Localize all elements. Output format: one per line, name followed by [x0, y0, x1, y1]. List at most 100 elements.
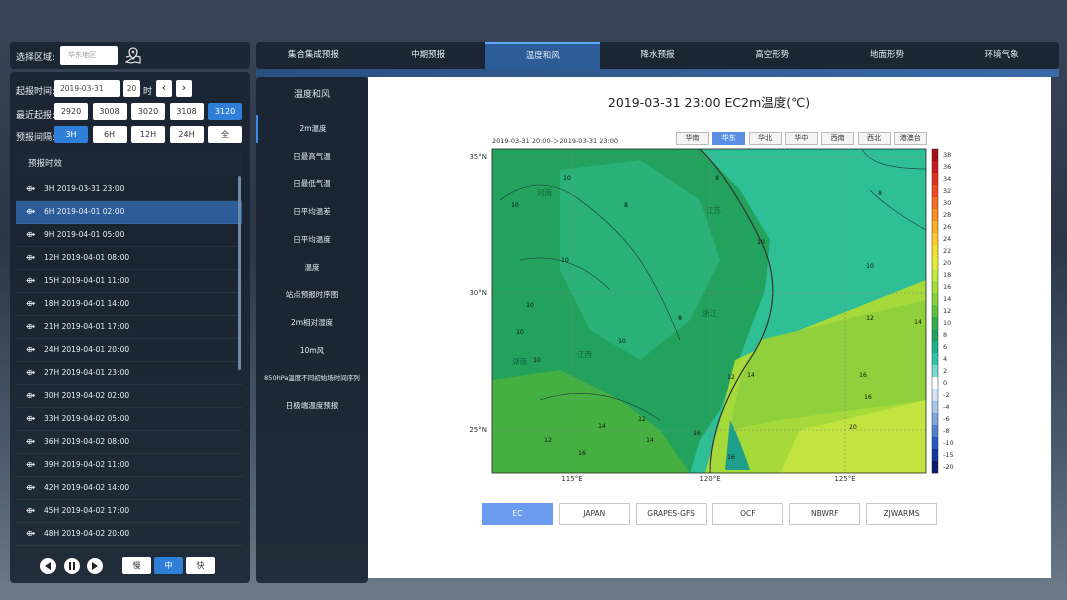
interval-button[interactable]: 6H: [92, 126, 127, 143]
forecast-item[interactable]: ⟴ 15H 2019-04-01 11:00: [16, 270, 242, 293]
colorbar-swatch: [932, 377, 938, 390]
forecast-item[interactable]: ⟴ 27H 2019-04-01 23:00: [16, 362, 242, 385]
menu-item[interactable]: 2m相对湿度: [290, 317, 334, 327]
tab[interactable]: 地面形势: [869, 50, 904, 60]
tab[interactable]: 集合集成预报: [287, 50, 339, 60]
next-button[interactable]: ›: [176, 80, 192, 97]
forecast-item[interactable]: ⟴ 6H 2019-04-01 02:00: [16, 201, 242, 224]
playback-controls: [40, 558, 103, 574]
interval-button[interactable]: 24H: [169, 126, 204, 143]
interval-button[interactable]: 12H: [131, 126, 165, 143]
rewind-button[interactable]: [40, 558, 56, 574]
forecast-item[interactable]: ⟴ 21H 2019-04-01 17:00: [16, 316, 242, 339]
colorbar-swatch: [932, 185, 938, 198]
hour-input[interactable]: 20: [123, 80, 140, 97]
colorbar-label: 22: [943, 247, 951, 255]
forecast-item[interactable]: ⟴ 42H 2019-04-02 14:00: [16, 477, 242, 500]
forward-button[interactable]: [87, 558, 103, 574]
place-label: 河南: [537, 187, 552, 197]
forecast-item[interactable]: ⟴ 9H 2019-04-01 05:00: [16, 224, 242, 247]
colorbar-swatch: [932, 161, 938, 174]
contour-label: 16: [578, 450, 586, 457]
run-button[interactable]: 2920: [54, 103, 88, 120]
interval-label: 预报间隔:: [16, 133, 56, 143]
contour-label: 16: [727, 454, 735, 461]
contour-label: 12: [727, 374, 735, 381]
item-text: 24H 2019-04-01 20:00: [44, 345, 130, 354]
forecast-item[interactable]: ⟴ 3H 2019-03-31 23:00: [16, 178, 242, 201]
map-field: [492, 149, 926, 473]
pause-button[interactable]: [64, 558, 80, 574]
interval-button[interactable]: 3H: [54, 126, 88, 143]
menu-item[interactable]: 850hPa温度不同初始场时间序列: [264, 374, 360, 383]
menu-item[interactable]: 温度: [304, 262, 320, 272]
menu-item[interactable]: 站点预报时序图: [285, 290, 339, 300]
tab[interactable]: 降水预报: [640, 50, 675, 60]
menu-item[interactable]: 2m温度: [256, 115, 368, 143]
tab[interactable]: 温度和风: [485, 42, 601, 70]
menu-item[interactable]: 10m风: [299, 345, 325, 355]
contour-label: 8: [624, 202, 628, 209]
colorbar-label: 32: [943, 187, 951, 195]
menu-item[interactable]: 日最低气温: [293, 179, 331, 189]
forecast-item[interactable]: ⟴ 48H 2019-04-02 20:00: [16, 523, 242, 546]
forecast-item[interactable]: ⟴ 39H 2019-04-02 11:00: [16, 454, 242, 477]
tab[interactable]: 中期预报: [411, 50, 446, 60]
menu-title: 温度和风: [293, 90, 330, 100]
colorbar-label: -10: [943, 439, 954, 447]
colorbar-swatch: [932, 425, 938, 438]
lat-label: 30°N: [469, 289, 487, 297]
item-text: 15H 2019-04-01 11:00: [44, 276, 130, 285]
item-icon: ⟴: [26, 207, 36, 216]
speed-button[interactable]: 中: [154, 557, 183, 574]
region-select[interactable]: 华东地区: [60, 46, 118, 65]
list-header: 预报时效: [16, 153, 242, 175]
item-text: 33H 2019-04-02 05:00: [44, 414, 130, 423]
item-text: 48H 2019-04-02 20:00: [44, 529, 130, 538]
region-bar: 选择区域: 华东地区: [10, 42, 250, 69]
tab[interactable]: 环境气象: [984, 50, 1019, 60]
chart-title: 2019-03-31 23:00 EC2m温度(℃): [608, 95, 810, 110]
recent-label: 最近起报:: [16, 111, 56, 121]
scrollbar[interactable]: [238, 176, 241, 370]
item-text: 45H 2019-04-02 17:00: [44, 506, 130, 515]
run-button[interactable]: 3108: [169, 103, 204, 120]
run-button[interactable]: 3020: [131, 103, 165, 120]
menu-item[interactable]: 日最高气温: [293, 151, 331, 161]
menu-item[interactable]: 日极端温度预报: [285, 401, 339, 410]
forecast-item[interactable]: ⟴ 24H 2019-04-01 20:00: [16, 339, 242, 362]
prev-button[interactable]: ‹: [156, 80, 172, 97]
speed-button[interactable]: 快: [186, 557, 215, 574]
map-icon[interactable]: [125, 47, 141, 64]
colorbar-swatch: [932, 173, 938, 186]
run-button[interactable]: 3120: [208, 103, 242, 120]
lat-label: 25°N: [469, 426, 487, 434]
forecast-item[interactable]: ⟴ 12H 2019-04-01 08:00: [16, 247, 242, 270]
menu-item[interactable]: 日平均温差: [293, 207, 331, 217]
colorbar-swatch: [932, 461, 938, 474]
contour-label: 10: [618, 338, 626, 345]
forecast-item[interactable]: ⟴ 33H 2019-04-02 05:00: [16, 408, 242, 431]
forecast-list: ⟴ 3H 2019-03-31 23:00 ⟴ 6H 2019-04-01 02:00…: [16, 178, 242, 550]
colorbar-swatch: [932, 317, 938, 330]
menu-item[interactable]: 日平均温度: [293, 234, 331, 244]
contour-label: 14: [646, 437, 654, 444]
forecast-item[interactable]: ⟴ 30H 2019-04-02 02:00: [16, 385, 242, 408]
colorbar-label: -6: [943, 415, 949, 423]
item-text: 9H 2019-04-01 05:00: [44, 230, 125, 239]
interval-button[interactable]: 全: [208, 126, 242, 143]
run-button[interactable]: 3008: [92, 103, 127, 120]
item-text: 12H 2019-04-01 08:00: [44, 253, 130, 262]
colorbar-label: 36: [943, 163, 951, 171]
forecast-item[interactable]: ⟴ 45H 2019-04-02 17:00: [16, 500, 242, 523]
speed-button[interactable]: 慢: [122, 557, 151, 574]
date-input[interactable]: 2019-03-31: [54, 80, 120, 97]
place-label: 湖南: [512, 356, 527, 366]
item-icon: ⟴: [26, 184, 36, 193]
forecast-item[interactable]: ⟴ 36H 2019-04-02 08:00: [16, 431, 242, 454]
colorbar-swatch: [932, 197, 938, 210]
tab[interactable]: 高空形势: [755, 50, 790, 60]
colorbar-swatch: [932, 305, 938, 318]
forecast-item[interactable]: ⟴ 18H 2019-04-01 14:00: [16, 293, 242, 316]
contour-label: 20: [849, 424, 857, 431]
